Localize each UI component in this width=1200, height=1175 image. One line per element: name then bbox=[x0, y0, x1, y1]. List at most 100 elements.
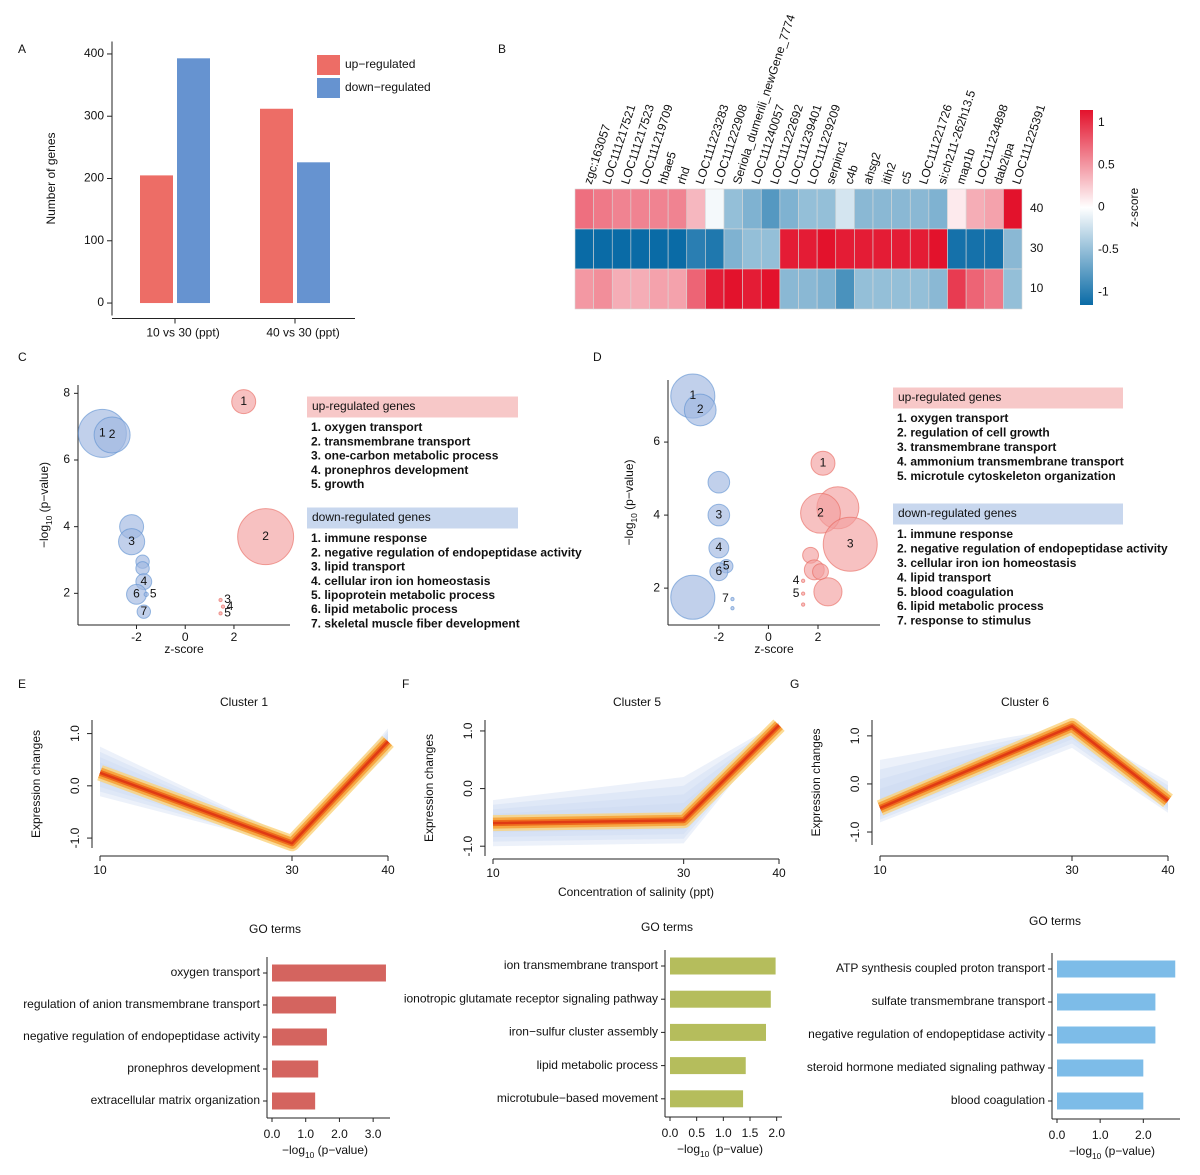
bubble bbox=[118, 528, 146, 556]
legend-term: 3. lipid transport bbox=[311, 560, 405, 574]
row-label: 40 bbox=[1030, 201, 1044, 215]
panel-label: G bbox=[790, 677, 799, 691]
category-label: ion transmembrane transport bbox=[504, 958, 659, 972]
heat-cell bbox=[965, 188, 986, 230]
panel-label: F bbox=[402, 677, 409, 691]
legend-term: 3. one-carbon metabolic process bbox=[311, 449, 499, 463]
heat-cell bbox=[835, 268, 855, 310]
bar bbox=[670, 957, 776, 975]
panel-label: B bbox=[498, 42, 506, 56]
heat-cell bbox=[760, 188, 781, 230]
legend-header: down-regulated genes bbox=[312, 510, 431, 524]
heat-cell bbox=[630, 188, 650, 230]
y-tick-label: 1.0 bbox=[68, 725, 82, 742]
x-tick-label: -2 bbox=[713, 630, 724, 644]
bubble-label: 7 bbox=[722, 591, 729, 605]
colorbar-tick-label: -1 bbox=[1098, 284, 1109, 298]
bar bbox=[177, 58, 210, 304]
heat-cell bbox=[798, 268, 818, 310]
x-tick-label: 2.0 bbox=[1135, 1128, 1152, 1142]
y-axis-label-part: 10 bbox=[44, 515, 54, 525]
legend-term: 3. cellular iron ion homeostasis bbox=[897, 556, 1077, 570]
spread-band bbox=[493, 722, 779, 842]
bar bbox=[272, 964, 386, 982]
bubble-label: 5 bbox=[793, 586, 800, 600]
legend-swatch bbox=[317, 55, 340, 75]
legend-term: 2. regulation of cell growth bbox=[897, 426, 1050, 440]
bubble-label: 1 bbox=[820, 455, 827, 469]
category-label: regulation of anion transmembrane transp… bbox=[23, 997, 260, 1011]
heat-cell bbox=[611, 188, 632, 230]
heat-cell bbox=[760, 228, 781, 270]
heat-cell bbox=[705, 268, 725, 310]
y-axis-label: Number of genes bbox=[44, 132, 58, 224]
heat-cell bbox=[705, 188, 725, 230]
chart-title: Cluster 5 bbox=[613, 695, 661, 709]
heat-cell bbox=[854, 188, 874, 230]
bubble-label: 2 bbox=[109, 427, 116, 441]
heat-cell bbox=[891, 268, 911, 310]
x-axis-label: −log10 (p−value) bbox=[282, 1143, 368, 1160]
bubble-label: 7 bbox=[140, 604, 147, 618]
heat-cell bbox=[909, 268, 930, 310]
bar bbox=[1057, 1092, 1144, 1110]
x-tick-label: 0 bbox=[182, 630, 189, 644]
x-axis-label: −log10 (p−value) bbox=[677, 1142, 763, 1159]
column-label: c4b bbox=[842, 163, 861, 186]
bar bbox=[272, 1092, 316, 1110]
y-tick-label: 100 bbox=[84, 233, 104, 247]
bubble bbox=[800, 492, 841, 534]
cluster-line bbox=[492, 724, 780, 825]
heat-cell bbox=[723, 188, 743, 230]
y-tick-label: 1.0 bbox=[848, 727, 862, 744]
legend-label: up−regulated bbox=[345, 57, 415, 71]
heat-cell bbox=[891, 188, 911, 230]
heat-cell bbox=[686, 268, 706, 310]
x-tick-label: -2 bbox=[131, 630, 142, 644]
bubble bbox=[800, 591, 806, 596]
bubble bbox=[670, 574, 716, 620]
heat-cell bbox=[686, 228, 706, 270]
legend-term: 7. response to stimulus bbox=[897, 614, 1031, 628]
x-axis-label-part: 10 bbox=[700, 1149, 710, 1159]
bar bbox=[1057, 993, 1156, 1011]
y-axis-label: Expression changes bbox=[29, 730, 43, 838]
category-label: negative regulation of endopeptidase act… bbox=[808, 1027, 1045, 1041]
bubble-label: 6 bbox=[133, 587, 140, 601]
x-axis-label-part: 10 bbox=[305, 1150, 315, 1160]
x-tick-label: 30 bbox=[285, 863, 299, 877]
y-tick-label: 8 bbox=[63, 386, 70, 400]
legend-header: up-regulated genes bbox=[898, 390, 1001, 404]
bubble bbox=[813, 577, 843, 607]
heat-cell bbox=[928, 268, 948, 310]
spread-band bbox=[493, 723, 779, 837]
x-axis-label: −log10 (p−value) bbox=[1069, 1144, 1155, 1161]
heat-cell bbox=[928, 188, 948, 230]
category-label: microtubule−based movement bbox=[497, 1091, 659, 1105]
heat-cell bbox=[779, 188, 799, 230]
heat-cell bbox=[872, 228, 892, 270]
heat-cell bbox=[798, 228, 818, 270]
y-tick-label: 0 bbox=[97, 295, 104, 309]
heat-cell bbox=[835, 188, 855, 230]
legend-term: 5. microtule cytoskeleton organization bbox=[897, 469, 1116, 483]
bubble bbox=[220, 604, 226, 609]
heat-cell bbox=[667, 188, 688, 230]
heat-cell bbox=[686, 188, 706, 230]
x-tick-label: 1.0 bbox=[1092, 1128, 1109, 1142]
category-label: sulfate transmembrane transport bbox=[872, 994, 1046, 1008]
heat-cell bbox=[649, 268, 669, 310]
y-tick-label: -1.0 bbox=[68, 827, 82, 848]
heat-cell bbox=[816, 188, 837, 230]
category-label: lipid metabolic process bbox=[537, 1058, 658, 1072]
colorbar-tick-label: 1 bbox=[1098, 115, 1105, 129]
legend-term: 7. skeletal muscle fiber development bbox=[311, 616, 520, 630]
legend-term: 2. transmembrane transport bbox=[311, 434, 470, 448]
bar bbox=[670, 1023, 766, 1041]
panel-label: D bbox=[593, 350, 602, 364]
legend-term: 6. lipid metabolic process bbox=[311, 602, 458, 616]
column-label: itih2 bbox=[879, 160, 899, 186]
bubble bbox=[800, 602, 806, 607]
x-tick-label: 2.0 bbox=[331, 1127, 348, 1141]
heat-cell bbox=[630, 228, 650, 270]
